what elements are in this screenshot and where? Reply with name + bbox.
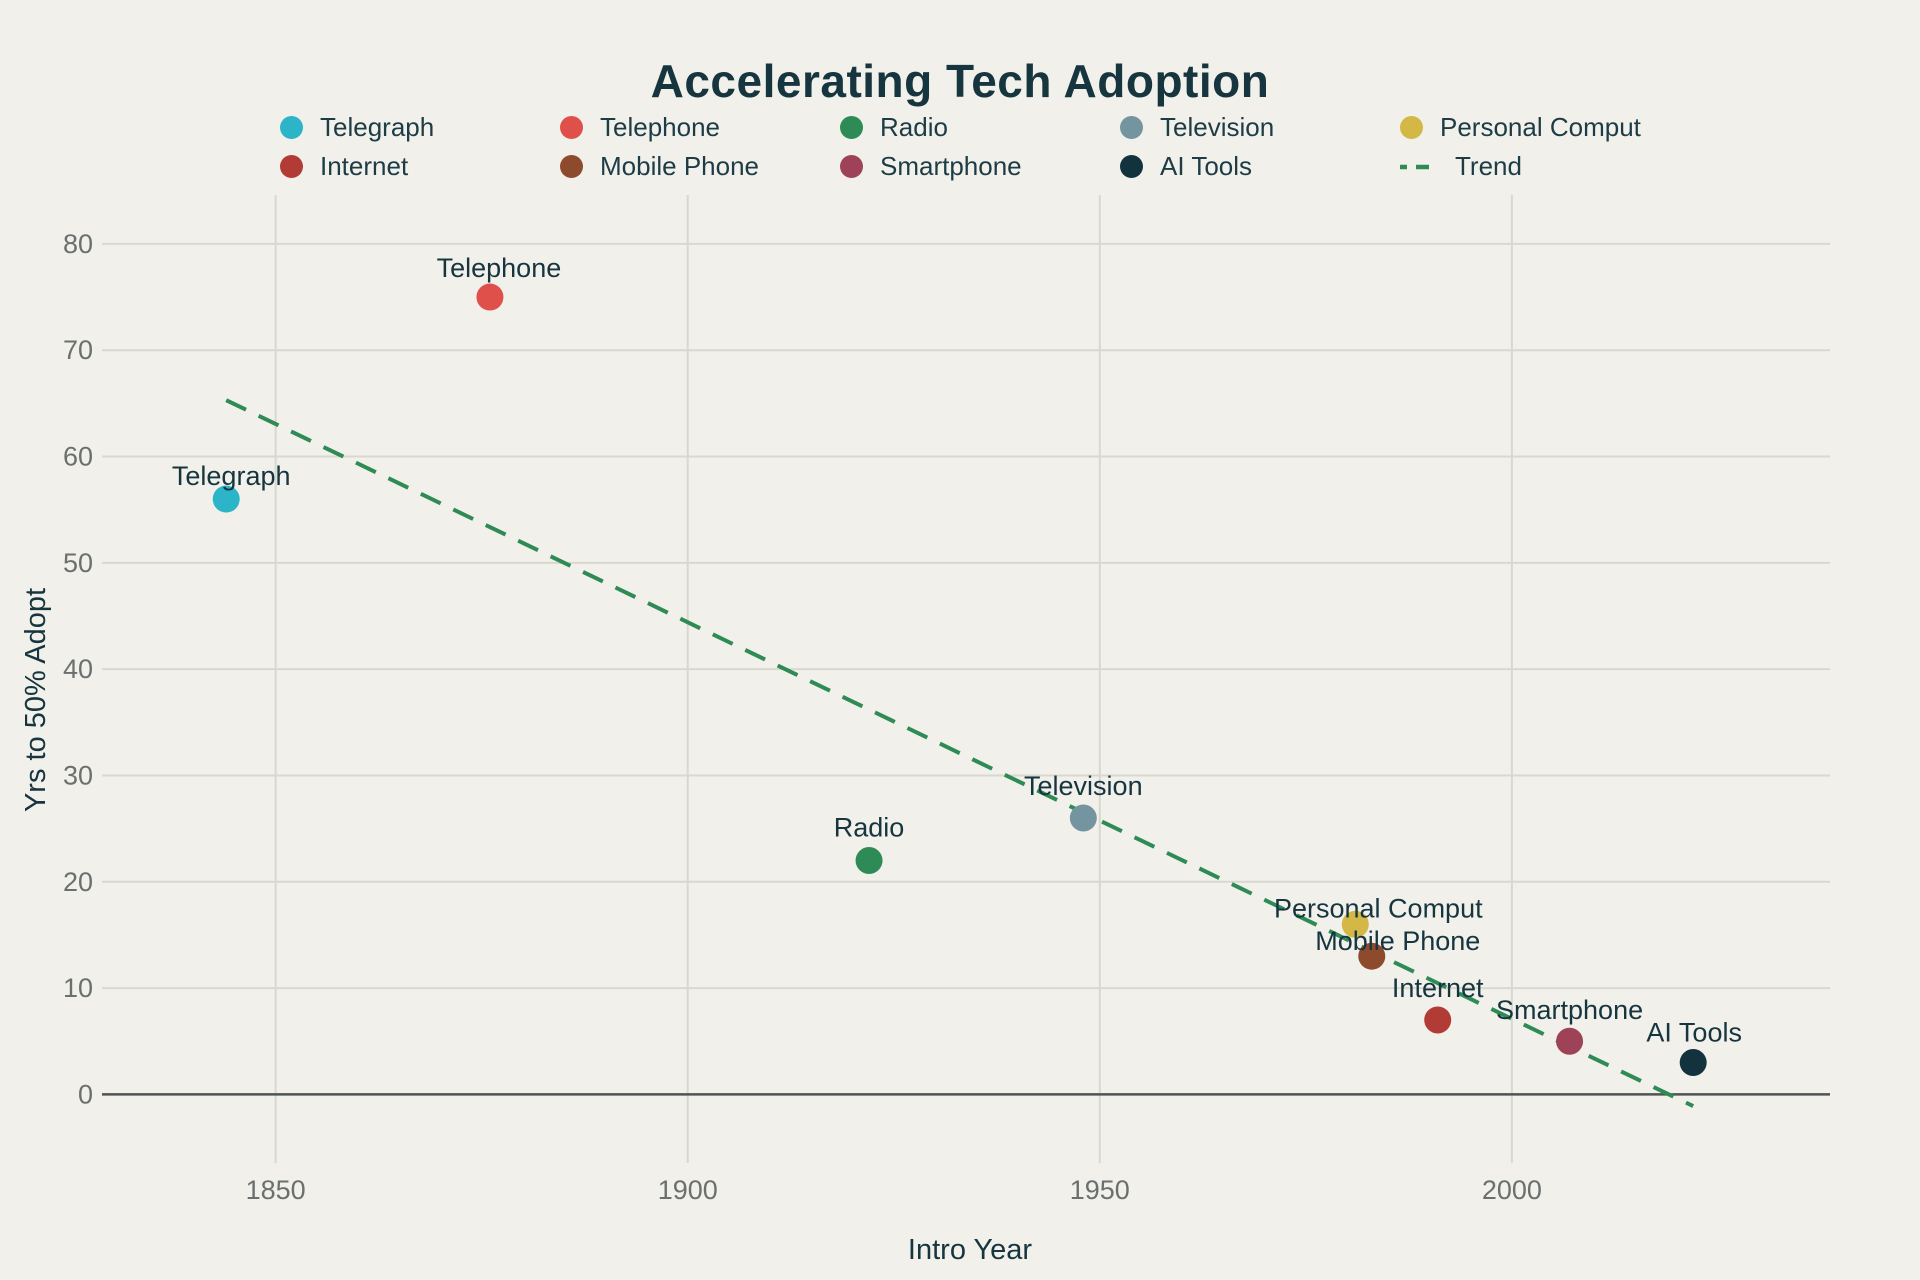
chart-title: Accelerating Tech Adoption <box>650 55 1270 107</box>
point-telephone <box>476 283 504 311</box>
legend-item-radio: Radio <box>840 110 948 144</box>
point-label-ai-tools: AI Tools <box>1646 1018 1742 1048</box>
legend-swatch-trend-dash-icon <box>1400 164 1438 169</box>
legend-item-mobile-phone: Mobile Phone <box>560 149 759 183</box>
y-tick-label: 30 <box>63 760 93 790</box>
legend-item-telephone: Telephone <box>560 110 720 144</box>
legend-label: Telegraph <box>320 111 435 142</box>
y-tick-label: 80 <box>63 229 93 259</box>
point-mobile-phone <box>1358 942 1386 970</box>
point-label-telephone: Telephone <box>437 253 562 283</box>
y-axis-title: Yrs to 50% Adopt <box>20 588 52 812</box>
legend-item-trend: Trend <box>1400 149 1522 183</box>
legend-swatch-television-icon <box>1120 115 1143 139</box>
x-tick-label: 1900 <box>658 1175 718 1205</box>
point-ai-tools <box>1679 1049 1707 1077</box>
legend-item-smartphone: Smartphone <box>840 149 1022 183</box>
y-tick-label: 60 <box>63 442 93 472</box>
legend-swatch-radio-icon <box>840 115 863 139</box>
legend-item-personal-comput: Personal Comput <box>1400 110 1641 144</box>
point-label-telegraph: Telegraph <box>172 461 291 491</box>
legend-item-television: Television <box>1120 110 1274 144</box>
x-tick-label: 1950 <box>1070 1175 1130 1205</box>
x-axis-title: Intro Year <box>908 1234 1032 1266</box>
point-label-smartphone: Smartphone <box>1496 995 1643 1025</box>
y-tick-label: 50 <box>63 548 93 578</box>
legend-label: Radio <box>880 111 948 142</box>
legend-label: Internet <box>320 150 409 181</box>
point-radio <box>855 847 883 875</box>
point-label-personal-comput: Personal Comput <box>1274 893 1483 923</box>
point-telegraph <box>212 485 240 513</box>
legend: Telegraph Telephone Radio Television Persona… <box>0 0 1920 190</box>
y-tick-label: 40 <box>63 654 93 684</box>
x-tick-label: 1850 <box>246 1175 306 1205</box>
legend-label: Television <box>1160 111 1275 142</box>
legend-label: Mobile Phone <box>600 150 759 181</box>
legend-label: Telephone <box>600 111 720 142</box>
point-label-television: Television <box>1024 771 1143 801</box>
legend-swatch-telephone-icon <box>560 115 583 139</box>
point-television <box>1069 804 1097 832</box>
legend-item-ai-tools: AI Tools <box>1120 149 1252 183</box>
point-smartphone <box>1556 1027 1584 1055</box>
legend-swatch-personal-comput-icon <box>1400 115 1423 139</box>
legend-item-telegraph: Telegraph <box>280 110 434 144</box>
legend-swatch-ai-tools-icon <box>1120 154 1143 178</box>
y-tick-label: 0 <box>78 1079 93 1109</box>
legend-swatch-internet-icon <box>280 154 303 178</box>
legend-label: Personal Comput <box>1440 111 1641 142</box>
legend-swatch-telegraph-icon <box>280 115 303 139</box>
y-tick-label: 20 <box>63 867 93 897</box>
legend-swatch-mobile-phone-icon <box>560 154 583 178</box>
point-label-mobile-phone: Mobile Phone <box>1315 926 1480 956</box>
y-tick-label: 70 <box>63 335 93 365</box>
legend-label: AI Tools <box>1160 150 1253 181</box>
point-personal-comput <box>1341 910 1369 938</box>
x-tick-label: 2000 <box>1482 1175 1542 1205</box>
point-label-radio: Radio <box>834 813 905 843</box>
point-internet <box>1424 1006 1452 1034</box>
legend-label: Smartphone <box>880 150 1022 181</box>
y-tick-label: 10 <box>63 973 93 1003</box>
legend-item-internet: Internet <box>280 149 408 183</box>
legend-label: Trend <box>1455 150 1522 181</box>
trend-line <box>225 398 1695 1108</box>
legend-swatch-smartphone-icon <box>840 154 863 178</box>
point-label-internet: Internet <box>1392 973 1484 1003</box>
